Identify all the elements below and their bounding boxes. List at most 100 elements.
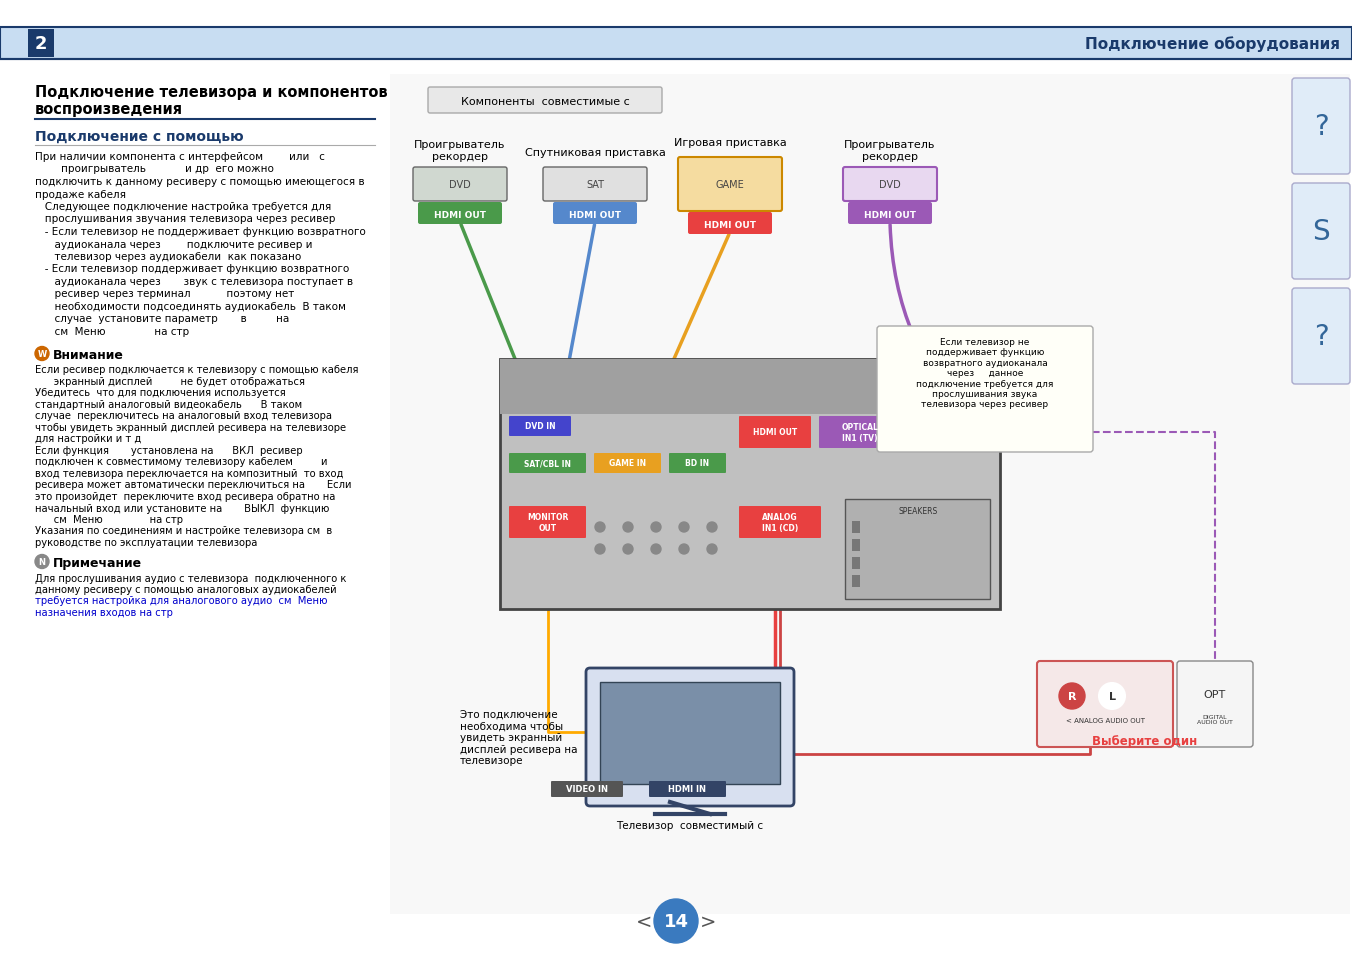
Text: Подключение с помощью: Подключение с помощью xyxy=(35,130,243,144)
Text: Выберите один: Выберите один xyxy=(1092,734,1198,747)
Text: W: W xyxy=(38,350,46,358)
FancyBboxPatch shape xyxy=(1293,289,1351,385)
Text: Спутниковая приставка: Спутниковая приставка xyxy=(525,148,665,158)
Circle shape xyxy=(652,522,661,533)
Text: HDMI OUT: HDMI OUT xyxy=(434,211,485,219)
FancyBboxPatch shape xyxy=(845,499,990,599)
Text: HDMI OUT: HDMI OUT xyxy=(753,428,798,437)
FancyBboxPatch shape xyxy=(688,213,772,234)
FancyBboxPatch shape xyxy=(649,781,726,797)
Text: GAME IN: GAME IN xyxy=(608,459,646,468)
Text: S: S xyxy=(1313,218,1330,246)
Text: HDMI IN: HDMI IN xyxy=(668,784,706,794)
Text: MONITOR
OUT: MONITOR OUT xyxy=(527,513,568,532)
Circle shape xyxy=(1059,683,1086,709)
Text: N: N xyxy=(38,558,46,566)
FancyBboxPatch shape xyxy=(852,576,860,587)
FancyBboxPatch shape xyxy=(508,416,571,436)
Text: продаже кабеля: продаже кабеля xyxy=(35,190,126,199)
Text: рекордер: рекордер xyxy=(433,152,488,162)
Text: Проигрыватель: Проигрыватель xyxy=(844,140,936,150)
FancyBboxPatch shape xyxy=(389,75,1351,914)
Circle shape xyxy=(1099,683,1125,709)
Text: для настройки и т д: для настройки и т д xyxy=(35,434,141,444)
Text: VIDEO IN: VIDEO IN xyxy=(566,784,608,794)
Text: ?: ? xyxy=(1314,112,1329,141)
Text: руководстве по эксплуатации телевизора: руководстве по эксплуатации телевизора xyxy=(35,537,257,547)
Text: Если телевизор не
поддерживает функцию
возвратного аудиоканала
через     данное
: Если телевизор не поддерживает функцию в… xyxy=(917,337,1053,409)
Text: SAT: SAT xyxy=(585,180,604,190)
Circle shape xyxy=(623,544,633,555)
FancyBboxPatch shape xyxy=(500,359,1000,415)
FancyBboxPatch shape xyxy=(848,203,932,225)
FancyBboxPatch shape xyxy=(544,168,648,202)
Text: - Если телевизор поддерживает функцию возвратного: - Если телевизор поддерживает функцию во… xyxy=(35,264,349,274)
Text: OPTICAL
IN1 (TV): OPTICAL IN1 (TV) xyxy=(841,423,879,442)
Text: - Если телевизор не поддерживает функцию возвратного: - Если телевизор не поддерживает функцию… xyxy=(35,227,366,236)
Text: см  Меню               на стр: см Меню на стр xyxy=(35,515,183,524)
Text: Это подключение
необходима чтобы
увидеть экранный
дисплей ресивера на
телевизоре: Это подключение необходима чтобы увидеть… xyxy=(460,709,577,765)
Text: SPEAKERS: SPEAKERS xyxy=(898,507,938,516)
Circle shape xyxy=(654,899,698,943)
FancyBboxPatch shape xyxy=(1293,184,1351,280)
Text: 2: 2 xyxy=(35,35,47,53)
FancyBboxPatch shape xyxy=(552,781,623,797)
FancyBboxPatch shape xyxy=(585,668,794,806)
Text: SAT/CBL IN: SAT/CBL IN xyxy=(525,459,571,468)
Circle shape xyxy=(652,544,661,555)
Text: OPT: OPT xyxy=(1203,689,1226,700)
Text: аудиоканала через       звук с телевизора поступает в: аудиоканала через звук с телевизора пост… xyxy=(35,276,353,287)
Text: 14: 14 xyxy=(664,912,688,930)
FancyBboxPatch shape xyxy=(852,558,860,569)
Text: случае  установите параметр       в         на: случае установите параметр в на xyxy=(35,314,289,324)
Text: BD IN: BD IN xyxy=(685,459,710,468)
Text: Убедитесь  что для подключения используется: Убедитесь что для подключения использует… xyxy=(35,388,285,398)
Circle shape xyxy=(35,347,49,361)
Text: воспроизведения: воспроизведения xyxy=(35,102,183,117)
Text: >: > xyxy=(700,911,717,930)
Circle shape xyxy=(707,544,717,555)
FancyBboxPatch shape xyxy=(852,521,860,534)
Circle shape xyxy=(595,522,604,533)
Text: Подключение оборудования: Подключение оборудования xyxy=(1086,36,1340,51)
Text: Внимание: Внимание xyxy=(53,349,124,362)
Text: проигрыватель            и др  его можно: проигрыватель и др его можно xyxy=(35,164,274,174)
Text: экранный дисплей         не будет отображаться: экранный дисплей не будет отображаться xyxy=(35,376,306,387)
Text: см  Меню               на стр: см Меню на стр xyxy=(35,327,189,336)
Text: <: < xyxy=(635,911,652,930)
FancyBboxPatch shape xyxy=(852,539,860,552)
Text: телевизор через аудиокабели  как показано: телевизор через аудиокабели как показано xyxy=(35,252,301,262)
Text: Для прослушивания аудио с телевизора  подключенного к: Для прослушивания аудио с телевизора под… xyxy=(35,573,346,583)
Text: Проигрыватель: Проигрыватель xyxy=(414,140,506,150)
Circle shape xyxy=(595,544,604,555)
FancyBboxPatch shape xyxy=(740,416,811,449)
Text: Следующее подключение настройка требуется для: Следующее подключение настройка требуетс… xyxy=(35,202,331,212)
Circle shape xyxy=(679,544,690,555)
Text: HDMI OUT: HDMI OUT xyxy=(704,220,756,230)
FancyBboxPatch shape xyxy=(740,506,821,538)
FancyBboxPatch shape xyxy=(1293,79,1351,174)
FancyBboxPatch shape xyxy=(418,203,502,225)
Text: Указания по соединениям и настройке телевизора см  в: Указания по соединениям и настройке теле… xyxy=(35,526,333,536)
Text: Примечание: Примечание xyxy=(53,557,142,570)
FancyBboxPatch shape xyxy=(600,682,780,784)
Text: ресивер через терминал           поэтому нет: ресивер через терминал поэтому нет xyxy=(35,289,295,299)
Text: необходимости подсоединять аудиокабель  В таком: необходимости подсоединять аудиокабель В… xyxy=(35,302,346,312)
Text: аудиоканала через        подключите ресивер и: аудиоканала через подключите ресивер и xyxy=(35,239,312,250)
Text: R: R xyxy=(1068,691,1076,701)
Text: Игровая приставка: Игровая приставка xyxy=(673,138,787,148)
Text: требуется настройка для аналогового аудио  см  Меню: требуется настройка для аналогового ауди… xyxy=(35,596,327,606)
FancyBboxPatch shape xyxy=(677,158,781,212)
FancyBboxPatch shape xyxy=(0,28,1352,60)
Text: Подключение телевизора и компонентов: Подключение телевизора и компонентов xyxy=(35,85,388,100)
Text: DIGITAL
AUDIO OUT: DIGITAL AUDIO OUT xyxy=(1197,714,1233,724)
FancyBboxPatch shape xyxy=(500,359,1000,609)
Text: стандартный аналоговый видеокабель      В таком: стандартный аналоговый видеокабель В так… xyxy=(35,399,301,410)
FancyBboxPatch shape xyxy=(412,168,507,202)
Text: HDMI OUT: HDMI OUT xyxy=(864,211,917,219)
FancyBboxPatch shape xyxy=(28,30,54,58)
Text: DVD IN: DVD IN xyxy=(525,422,556,431)
Text: HDMI OUT: HDMI OUT xyxy=(569,211,621,219)
Text: ?: ? xyxy=(1314,323,1329,351)
Text: подключен к совместимому телевизору кабелем         и: подключен к совместимому телевизору кабе… xyxy=(35,457,327,467)
